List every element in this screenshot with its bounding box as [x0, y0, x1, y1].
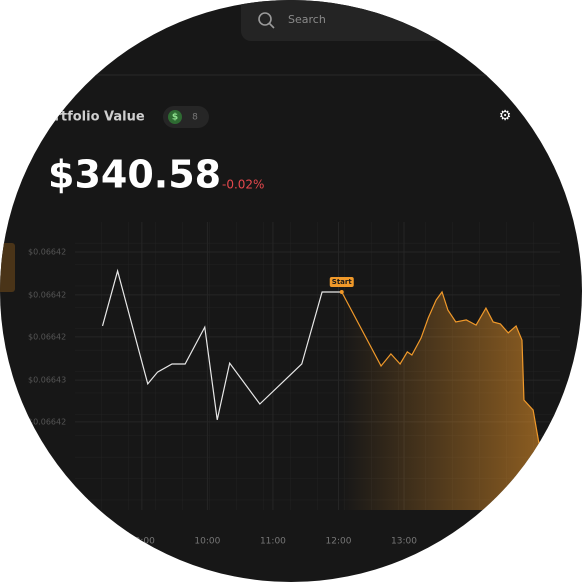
start-label-bg: [329, 276, 354, 287]
line: [341, 290, 546, 471]
y-tick-label: $0.06642: [28, 417, 66, 426]
y-tick-label: $0.06642: [28, 332, 66, 341]
plot: $0.06642 $0.06642 $0.06642 $0.06643 $0.06642…: [28, 222, 560, 547]
badge-count: 8: [192, 113, 198, 123]
x-tick-label: 09:00: [129, 537, 155, 547]
x-tick-label: 12:00: [326, 537, 352, 547]
start-label: Start: [332, 278, 353, 286]
search-icon: [258, 12, 272, 26]
x-tick-label: 10:00: [194, 537, 220, 547]
search-placeholder: Search: [288, 13, 326, 26]
line: [101, 268, 342, 420]
start-dot: [339, 289, 344, 294]
x-tick-label: 11:00: [260, 537, 286, 547]
y-tick-label: $0.06642: [28, 290, 66, 299]
search-icon-handle: [268, 22, 275, 29]
badge-coin: [168, 110, 182, 124]
side-tab[interactable]: [0, 243, 15, 292]
y-tick-label: $0.06643: [28, 376, 66, 385]
portfolio-change: -0.02%: [222, 178, 264, 192]
settings-icon[interactable]: ⚙: [499, 108, 512, 124]
badge-currency: $: [172, 113, 178, 123]
portfolio-value: $340.58: [48, 153, 221, 197]
y-tick-label: $0.06642: [28, 247, 66, 256]
area: [341, 291, 545, 510]
x-tick-label: 13:00: [391, 537, 417, 547]
portfolio-title: Portfolio Value: [36, 110, 145, 125]
